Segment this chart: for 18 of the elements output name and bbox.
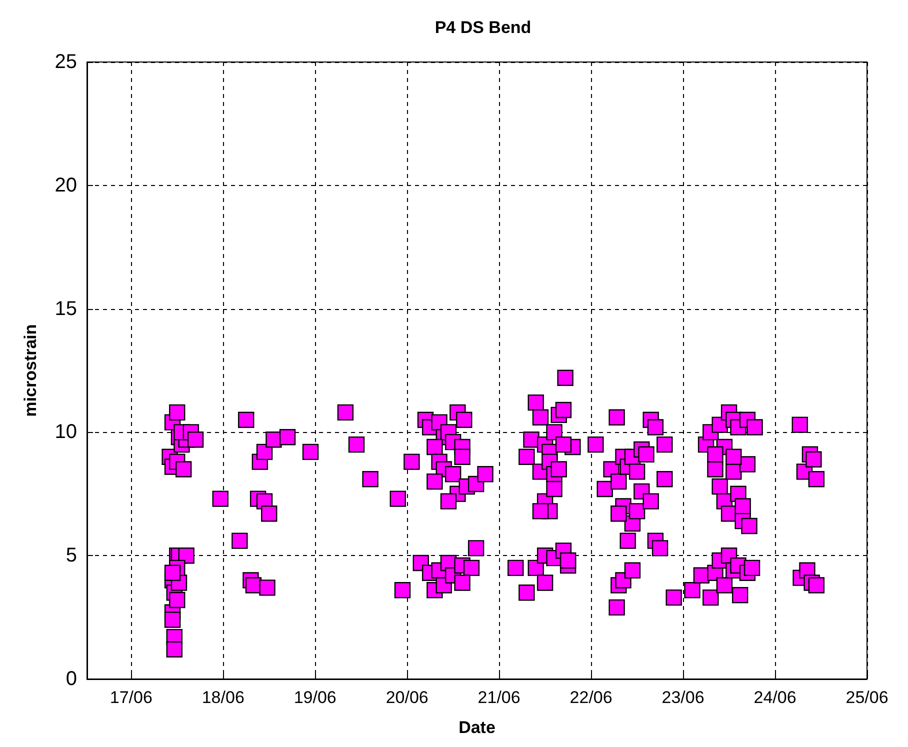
- x-tick-label: 25/06: [846, 688, 888, 707]
- y-tick-label: 15: [54, 298, 77, 320]
- x-tick-label: 22/06: [570, 688, 612, 707]
- y-axis-title: microstrain: [21, 324, 40, 417]
- y-tick-label: 5: [66, 544, 77, 567]
- x-tick-label: 24/06: [754, 688, 796, 707]
- y-tick-label: 10: [54, 421, 77, 444]
- y-tick-label: 0: [66, 668, 77, 690]
- x-tick-label: 20/06: [386, 688, 428, 707]
- x-axis-title: Date: [458, 718, 496, 737]
- y-tick-label: 25: [54, 51, 77, 73]
- x-tick-label: 19/06: [294, 688, 336, 707]
- x-tick-label: 17/06: [110, 688, 152, 707]
- x-tick-label: 23/06: [662, 688, 704, 707]
- x-tick-label: 18/06: [202, 688, 244, 707]
- x-tick-label: 21/06: [478, 688, 520, 707]
- chart-title: P4 DS Bend: [434, 18, 532, 37]
- y-tick-label: 20: [54, 174, 77, 196]
